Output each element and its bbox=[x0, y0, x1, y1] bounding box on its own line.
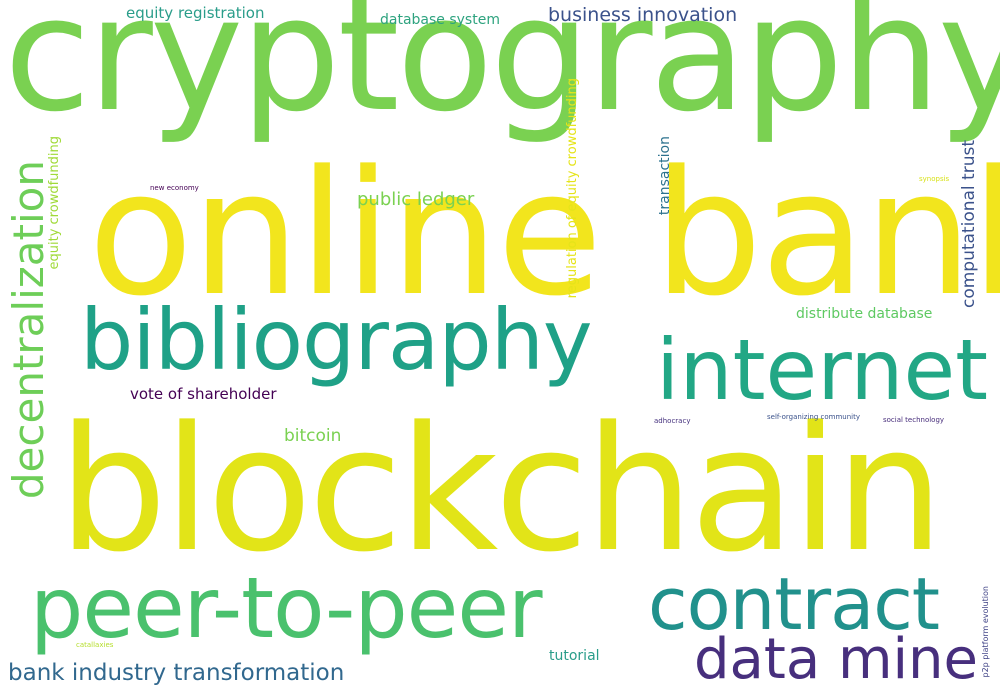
word-bitcoin: bitcoin bbox=[284, 426, 342, 446]
word-vote-of-shareholder: vote of shareholder bbox=[130, 385, 277, 403]
word-distribute-database: distribute database bbox=[796, 306, 933, 322]
word-computational-trust: computational trust bbox=[959, 140, 979, 309]
word-catallaxies: catallaxies bbox=[76, 641, 114, 649]
word-regulation-of-equity-crowdfunding: regulation of equity crowdfunding bbox=[565, 78, 580, 299]
word-data-mine: data mine bbox=[694, 627, 978, 692]
word-online-bank: online bank bbox=[88, 133, 1000, 334]
word-public-ledger: public ledger bbox=[357, 189, 475, 210]
word-transaction: transaction bbox=[657, 136, 673, 216]
word-contract: contract bbox=[648, 562, 940, 646]
word-cryptography: cryptography bbox=[4, 0, 1000, 147]
word-internet: internet bbox=[656, 321, 989, 419]
word-business-innovation: business innovation bbox=[548, 4, 738, 26]
word-synopsis: synopsis bbox=[919, 175, 950, 183]
word-peer-to-peer: peer-to-peer bbox=[30, 559, 543, 657]
word-blockchain: blockchain bbox=[58, 389, 944, 590]
word-adhocracy: adhocracy bbox=[654, 417, 691, 425]
word-tutorial: tutorial bbox=[549, 648, 600, 664]
word-database-system: database system bbox=[380, 12, 500, 28]
word-bank-industry-transformation: bank industry transformation bbox=[8, 660, 345, 686]
word-bibliography: bibliography bbox=[80, 291, 593, 389]
word-self-organizing-community: self-organizing community bbox=[767, 413, 860, 421]
word-p2p-platform-evolution: p2p platform evolution bbox=[981, 586, 990, 678]
word-decentralization: decentralization bbox=[4, 160, 53, 500]
word-new-economy: new economy bbox=[150, 184, 199, 192]
word-equity-crowdfunding: equity crowdfunding bbox=[47, 136, 62, 270]
word-equity-registration: equity registration bbox=[126, 4, 265, 22]
word-social-technology: social technology bbox=[883, 416, 945, 424]
